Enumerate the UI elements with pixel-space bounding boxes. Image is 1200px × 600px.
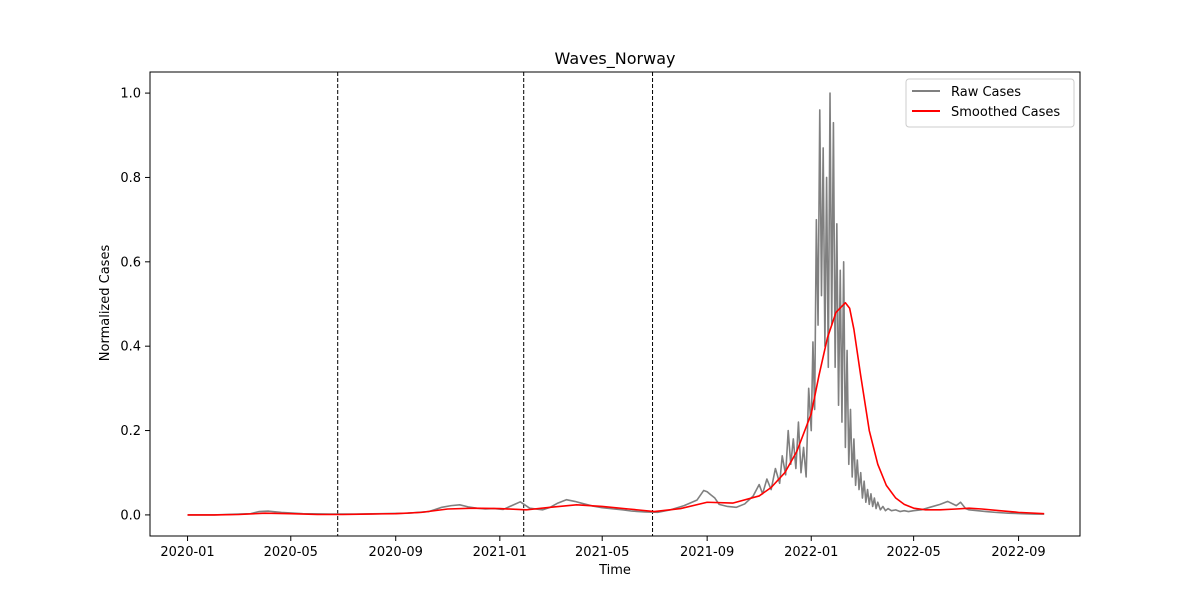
y-tick-label: 0.4 — [120, 340, 141, 355]
y-axis-label: Normalized Cases — [98, 245, 113, 362]
series-raw-cases-line — [187, 92, 1045, 516]
x-tick-label: 2020-09 — [369, 545, 423, 560]
y-tick-label: 0.0 — [120, 508, 141, 523]
x-tick-label: 2022-09 — [991, 545, 1045, 560]
x-tick-label: 2021-09 — [680, 545, 734, 560]
series-layer — [187, 92, 1045, 516]
x-tick-label: 2022-05 — [886, 545, 940, 560]
x-tick-label: 2021-05 — [575, 545, 629, 560]
legend-box — [905, 78, 1075, 128]
x-tick-label: 2020-01 — [160, 545, 214, 560]
y-tick-label: 0.6 — [120, 255, 141, 270]
x-tick-label: 2020-05 — [264, 545, 318, 560]
chart-title: Waves_Norway — [555, 49, 676, 69]
wave-boundaries — [337, 72, 654, 536]
x-tick-label: 2021-01 — [473, 545, 527, 560]
series-smoothed-cases-line — [187, 301, 1045, 516]
legend-label-smoothed: Smoothed Cases — [951, 105, 1060, 120]
x-axis-label: Time — [598, 563, 631, 578]
legend-label-raw: Raw Cases — [951, 85, 1021, 100]
y-tick-label: 1.0 — [120, 87, 141, 102]
plot-area — [149, 71, 1081, 537]
y-tick-label: 0.2 — [120, 424, 141, 439]
y-tick-label: 0.8 — [120, 171, 141, 186]
plot-frame — [149, 71, 1081, 537]
y-axis: 0.0 0.2 0.4 0.6 0.8 1.0 — [120, 87, 150, 523]
x-tick-label: 2022-01 — [784, 545, 838, 560]
legend: Raw Cases Smoothed Cases — [905, 78, 1075, 128]
x-axis: 2020-01 2020-05 2020-09 2021-01 2021-05 2021-… — [160, 536, 1046, 560]
